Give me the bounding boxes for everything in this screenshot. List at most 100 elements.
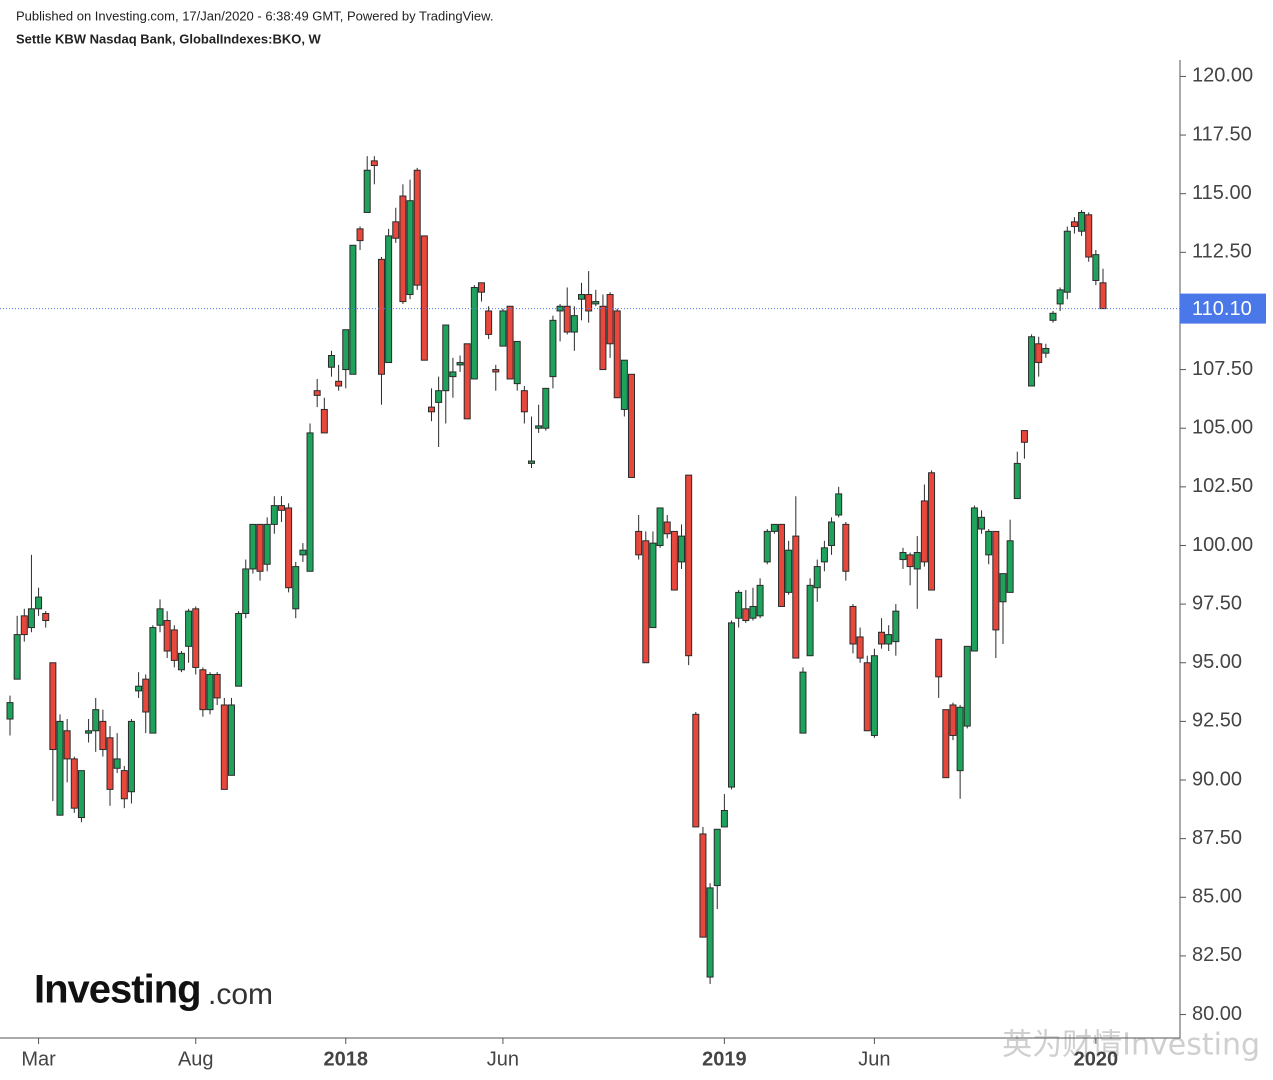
candle-body-up (913, 552, 921, 570)
candle-body-up (799, 671, 807, 734)
candle-body-up (456, 362, 464, 366)
candle-body-up (1006, 540, 1014, 593)
candle-body-down (942, 709, 950, 779)
candle-body-down (463, 343, 471, 420)
y-tick-label: 82.50 (1192, 944, 1242, 966)
y-tick-label: 85.00 (1192, 886, 1242, 908)
candle-body-down (370, 160, 378, 167)
candle-body-up (720, 810, 728, 828)
candle-body-down (192, 608, 200, 668)
candle-body-up (342, 329, 350, 371)
candle-body-up (1049, 312, 1057, 321)
x-tick-label: Mar (21, 1048, 56, 1070)
candle-body-up (735, 591, 743, 619)
candle-body-down (120, 770, 128, 800)
logo-brand: Investing (34, 968, 201, 1012)
y-tick-label: 90.00 (1192, 768, 1242, 790)
candle-body-up (1013, 462, 1021, 500)
candle-body-up (156, 608, 164, 626)
candle-body-down (628, 373, 636, 478)
candle-body-down (477, 282, 485, 293)
candle-body-up (249, 523, 257, 570)
candle-body-up (556, 305, 564, 312)
candle-body-up (1092, 254, 1100, 281)
candle-body-down (842, 523, 850, 572)
candle-body-down (356, 228, 364, 242)
candle-body-up (113, 758, 121, 769)
candle-body-up (92, 709, 100, 732)
candle-body-up (820, 547, 828, 563)
candle-body-up (442, 324, 450, 392)
candle-body-down (506, 305, 514, 380)
candle-body-up (435, 390, 443, 403)
candle-body-down (642, 540, 650, 664)
candle-body-down (42, 612, 50, 622)
candle-body-up (678, 535, 686, 563)
candle-body-down (935, 638, 943, 678)
candle-body-up (77, 770, 85, 819)
candle-body-down (313, 390, 321, 396)
candle-body-up (177, 652, 185, 671)
candle-body-up (127, 720, 135, 793)
candle-body-down (613, 310, 621, 399)
candles (6, 156, 1107, 985)
candle-body-down (427, 406, 435, 413)
candle-body-up (999, 573, 1007, 603)
candle-body-down (792, 535, 800, 659)
candle-body-up (578, 294, 586, 300)
candle-body-down (949, 704, 957, 736)
candle-body-up (349, 244, 357, 375)
candle-body-up (35, 596, 43, 610)
candle-body-up (27, 608, 35, 629)
candle-body-up (620, 359, 628, 410)
candle-body-up (499, 310, 507, 347)
candle-body-up (570, 315, 578, 333)
candle-body-down (606, 294, 614, 345)
candle-body-up (1042, 347, 1050, 354)
candle-body-down (878, 631, 886, 645)
candle-body-down (1085, 214, 1093, 258)
candle-body-down (285, 507, 293, 589)
candle-body-down (70, 758, 78, 809)
candle-body-up (206, 673, 214, 711)
candle-body-down (277, 505, 285, 511)
y-tick-label: 120.00 (1192, 65, 1253, 87)
candle-body-down (742, 608, 750, 622)
candle-body-down (256, 523, 264, 572)
candle-body-down (599, 305, 607, 371)
y-tick-label: 102.50 (1192, 475, 1253, 497)
y-tick-label: 107.50 (1192, 358, 1253, 380)
candle-body-up (513, 340, 521, 385)
candle-body-up (899, 552, 907, 561)
candle-body-up (6, 702, 14, 720)
candle-body-down (213, 673, 221, 699)
candle-body-up (185, 610, 193, 647)
candle-body-down (906, 554, 914, 568)
candle-body-down (413, 169, 421, 286)
candle-body-down (170, 629, 178, 661)
x-tick-label: 2018 (324, 1048, 369, 1070)
candle-body-down (699, 833, 707, 938)
candle-body-up (785, 549, 793, 593)
y-tick-label: 117.50 (1192, 123, 1252, 145)
candle-body-up (885, 634, 893, 645)
candle-body-up (592, 301, 600, 305)
published-note: Published on Investing.com, 17/Jan/2020 … (16, 8, 493, 23)
candle-body-down (63, 730, 71, 760)
candle-body-down (49, 662, 57, 751)
candle-body-up (135, 685, 143, 692)
candle-body-down (1070, 221, 1078, 228)
symbol-title: Settle KBW Nasdaq Bank, GlobalIndexes:BK… (16, 31, 322, 46)
candle-body-up (1056, 289, 1064, 305)
candle-body-up (656, 507, 664, 546)
candle-body-down (485, 310, 493, 335)
watermark: 英为财情Investing (1002, 1028, 1260, 1063)
candle-body-down (778, 523, 786, 607)
candle-body-up (728, 622, 736, 788)
candle-body-down (99, 720, 107, 751)
candle-body-up (149, 627, 157, 734)
last-price-box (1180, 293, 1266, 324)
candle-body-down (1035, 343, 1043, 364)
candle-body-down (692, 713, 700, 828)
candle-body-up (242, 568, 250, 614)
